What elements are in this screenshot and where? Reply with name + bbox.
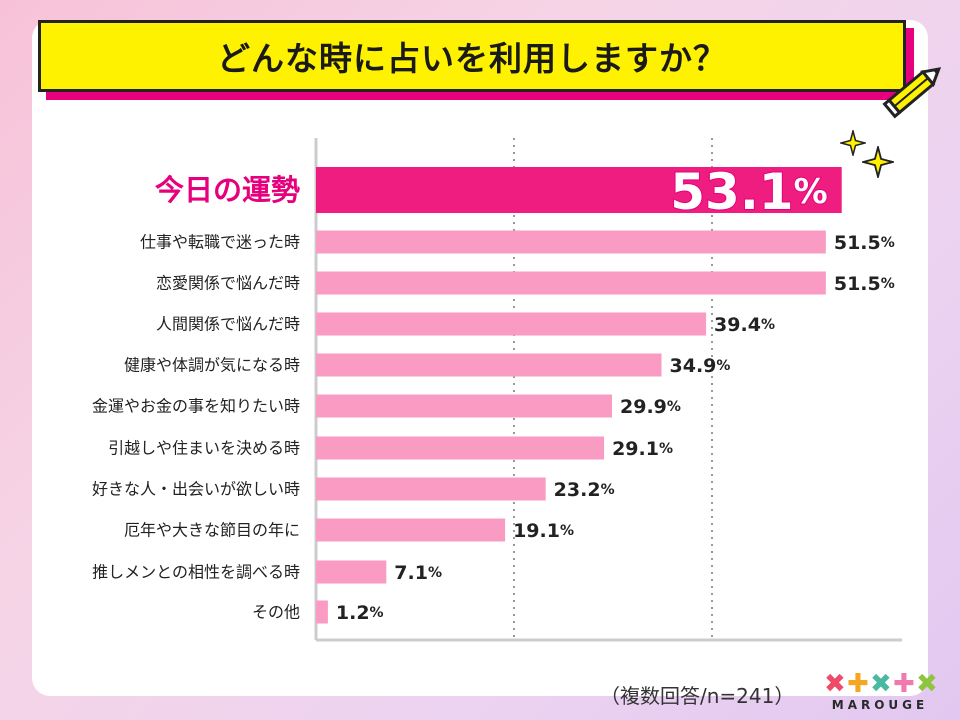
bar xyxy=(316,560,387,584)
category-label: 恋愛関係で悩んだ時 xyxy=(156,274,300,293)
bar xyxy=(316,271,826,295)
footnote: （複数回答/n=241） xyxy=(600,684,795,708)
value-label: 19.1% xyxy=(513,520,574,542)
value-label: 1.2% xyxy=(336,602,384,624)
value-label: 53.1% xyxy=(670,163,827,221)
category-label: 厄年や大きな節目の年に xyxy=(124,521,300,540)
category-label: 推しメンとの相性を調べる時 xyxy=(92,563,300,582)
logo-text: MAROUGE xyxy=(831,698,929,712)
svg-text:✚: ✚ xyxy=(893,669,915,698)
bar xyxy=(316,353,662,377)
category-label: 仕事や転職で迷った時 xyxy=(140,233,300,252)
value-label: 23.2% xyxy=(554,479,615,501)
value-label: 51.5% xyxy=(834,273,895,295)
bar xyxy=(316,394,613,418)
svg-text:✖: ✖ xyxy=(916,669,938,698)
bar xyxy=(316,477,546,501)
bar xyxy=(316,230,826,254)
category-label: 今日の運勢 xyxy=(155,173,300,207)
logo-mark: ✖ ✚ ✖ ✚ ✖ xyxy=(824,669,938,699)
svg-text:✚: ✚ xyxy=(847,669,869,698)
title-banner: どんな時に占いを利用しますか？ xyxy=(38,20,906,92)
value-label: 7.1% xyxy=(394,562,442,584)
category-label: 健康や体調が気になる時 xyxy=(124,356,300,375)
category-label: 好きな人・出会いが欲しい時 xyxy=(92,480,300,499)
bar xyxy=(316,600,328,624)
category-label: 人間関係で悩んだ時 xyxy=(156,315,300,334)
chart-title: どんな時に占いを利用しますか？ xyxy=(217,39,727,78)
value-label: 29.1% xyxy=(612,438,673,460)
category-label: 金運やお金の事を知りたい時 xyxy=(92,397,300,416)
value-label: 39.4% xyxy=(714,314,775,336)
value-label: 29.9% xyxy=(620,396,681,418)
value-label: 51.5% xyxy=(834,232,895,254)
sparkle-icon xyxy=(862,146,894,178)
bar xyxy=(316,167,842,213)
bar xyxy=(316,436,605,460)
pencil-icon xyxy=(882,67,942,119)
marouge-logo: ✖ ✚ ✖ ✚ ✖ MAROUGE xyxy=(820,668,940,716)
category-label: その他 xyxy=(252,603,300,622)
category-label: 引越しや住まいを決める時 xyxy=(108,439,300,458)
sparkle-icon xyxy=(840,130,866,156)
svg-text:✖: ✖ xyxy=(870,669,892,698)
svg-text:✖: ✖ xyxy=(824,669,846,698)
value-label: 34.9% xyxy=(670,355,731,377)
bar xyxy=(316,518,506,542)
bar xyxy=(316,312,707,336)
